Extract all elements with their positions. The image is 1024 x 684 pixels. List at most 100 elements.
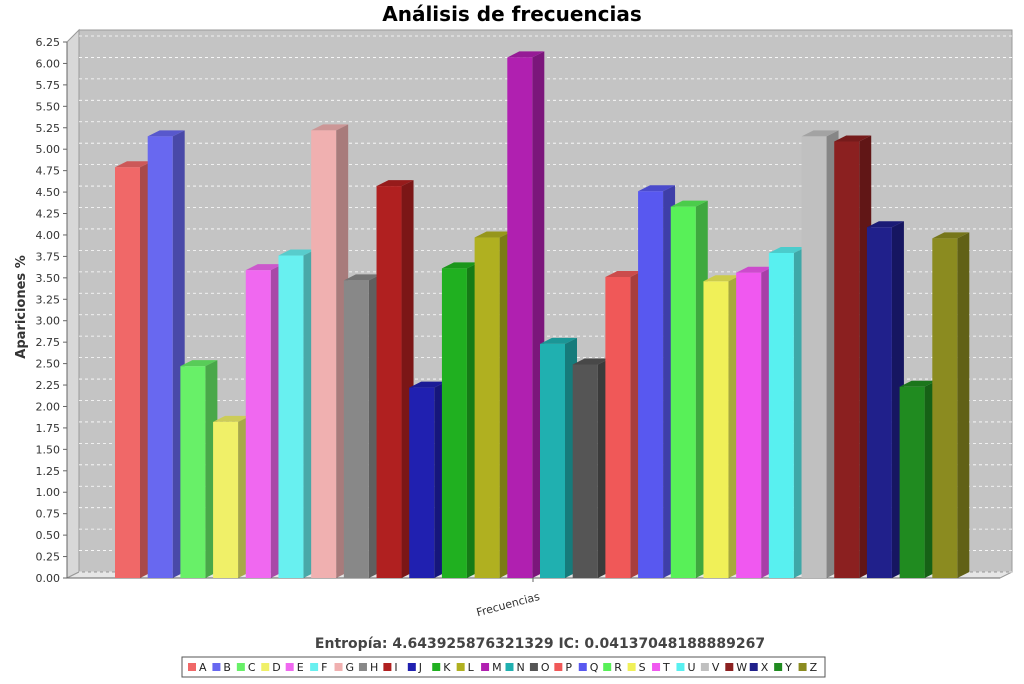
chart-title: Análisis de frecuencias xyxy=(382,2,642,26)
bar-g xyxy=(311,124,349,579)
legend-label-n: N xyxy=(517,661,525,674)
y-axis-label: Apariciones % xyxy=(14,255,29,358)
legend-label-h: H xyxy=(370,661,378,674)
bar-top xyxy=(409,381,447,388)
bar-top xyxy=(376,180,414,187)
legend-label-u: U xyxy=(687,661,695,674)
plot-left-wall xyxy=(66,28,80,579)
y-tick-label: 0.00 xyxy=(36,572,61,585)
legend-label-v: V xyxy=(712,661,720,674)
legend-label-m: M xyxy=(492,661,502,674)
bar-front xyxy=(801,136,827,578)
bar-front xyxy=(180,366,206,578)
bar-front xyxy=(866,227,892,579)
bar-p xyxy=(605,270,643,578)
legend-label-q: Q xyxy=(590,661,599,674)
legend-swatch-e xyxy=(285,663,294,671)
y-tick-label: 1.00 xyxy=(36,486,61,499)
legend-swatch-x xyxy=(749,663,758,671)
legend-swatch-m xyxy=(481,663,490,671)
legend-swatch-v xyxy=(700,663,709,671)
y-tick-label: 2.50 xyxy=(36,358,61,371)
x-axis-label: Frecuencias xyxy=(475,590,541,619)
bar-front xyxy=(572,364,598,578)
bars xyxy=(115,51,970,579)
bar-e xyxy=(245,264,283,578)
y-tick-label: 5.50 xyxy=(36,100,61,113)
legend-label-r: R xyxy=(614,661,622,674)
legend-swatch-t xyxy=(652,663,661,671)
bar-m xyxy=(507,51,545,579)
bar-front xyxy=(147,136,173,578)
bar-top xyxy=(213,415,251,422)
bar-s xyxy=(703,275,741,578)
bar-front xyxy=(899,386,925,578)
legend-swatch-b xyxy=(212,663,221,671)
bar-y xyxy=(899,380,937,578)
legend-label-t: T xyxy=(662,661,670,674)
bar-front xyxy=(343,280,369,578)
y-axis-ticks: 0.00 0.25 0.50 0.75 1.00 1.25 1.50 1.75 2.00 2.25… xyxy=(36,36,534,585)
bar-front xyxy=(507,57,533,579)
legend-swatch-q xyxy=(578,663,587,671)
bar-front xyxy=(409,387,435,578)
bar-top xyxy=(932,232,970,239)
y-tick-label: 5.75 xyxy=(36,79,61,92)
bar-top xyxy=(311,124,349,131)
legend-box xyxy=(181,656,826,678)
bar-u xyxy=(768,246,806,578)
bar-top xyxy=(278,249,316,256)
bar-top xyxy=(866,221,904,228)
bar-z xyxy=(932,232,970,579)
legend-label-d: D xyxy=(272,661,280,674)
legend-label-w: W xyxy=(736,661,747,674)
bar-front xyxy=(736,272,762,578)
legend-swatch-r xyxy=(603,663,612,671)
legend-label-b: B xyxy=(223,661,231,674)
bar-top xyxy=(703,275,741,282)
y-tick-label: 1.50 xyxy=(36,443,61,456)
bar-top xyxy=(441,262,479,269)
legend-swatch-h xyxy=(358,663,367,671)
legend-label-x: X xyxy=(761,661,769,674)
y-tick-label: 4.00 xyxy=(36,229,61,242)
bar-top xyxy=(147,130,185,137)
legend-swatch-n xyxy=(505,663,514,671)
y-tick-label: 1.25 xyxy=(36,465,61,478)
bar-top xyxy=(638,185,676,192)
bar-x xyxy=(866,221,904,579)
y-tick-label: 3.25 xyxy=(36,293,61,306)
y-tick-label: 3.50 xyxy=(36,272,61,285)
y-tick-label: 5.25 xyxy=(36,122,61,135)
bar-front xyxy=(540,343,565,578)
bar-o xyxy=(572,358,610,578)
legend-label-o: O xyxy=(541,661,550,674)
bar-a xyxy=(115,161,152,578)
legend-swatch-j xyxy=(407,663,416,671)
legend: A B C D E F G H I J K L M N O P Q R S T U V W X Y Z xyxy=(181,656,826,678)
bar-front xyxy=(213,421,239,578)
legend-swatch-o xyxy=(529,663,538,671)
bar-front xyxy=(311,130,337,578)
bar-l xyxy=(474,231,512,578)
legend-swatch-l xyxy=(456,663,465,671)
bar-q xyxy=(638,185,676,578)
bar-top xyxy=(115,161,152,168)
bar-n xyxy=(540,337,577,578)
y-tick-label: 2.25 xyxy=(36,379,61,392)
legend-label-a: A xyxy=(199,661,207,674)
bar-top xyxy=(572,358,610,365)
bar-top xyxy=(343,274,381,281)
bar-top xyxy=(801,130,839,137)
y-tick-label: 5.00 xyxy=(36,143,61,156)
bar-front xyxy=(703,281,729,578)
bar-c xyxy=(180,360,218,578)
bar-top xyxy=(736,266,774,273)
bar-r xyxy=(670,200,708,579)
y-tick-label: 6.00 xyxy=(36,57,61,70)
bar-front xyxy=(605,276,631,578)
bar-side xyxy=(957,232,970,579)
bar-top xyxy=(605,270,643,277)
